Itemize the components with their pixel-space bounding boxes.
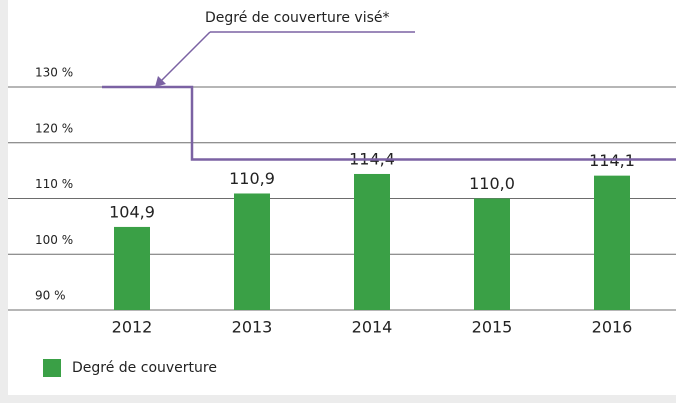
y-tick-label: 100 % [35, 233, 73, 247]
bar [474, 198, 510, 310]
annotation-arrow [157, 31, 211, 85]
x-tick-label: 2012 [112, 318, 153, 337]
bar [234, 193, 270, 310]
y-tick-label: 110 % [35, 177, 73, 191]
x-tick-label: 2015 [472, 318, 513, 337]
bar [354, 173, 390, 310]
arrow-head [155, 76, 166, 87]
y-tick-label: 120 % [35, 121, 73, 135]
panel [8, 0, 676, 395]
legend-swatch [43, 359, 61, 377]
value-label: 104,9 [109, 202, 155, 221]
y-tick-label: 90 % [35, 289, 66, 303]
legend-label: Degré de couverture [72, 360, 217, 376]
x-tick-label: 2014 [352, 318, 393, 337]
x-tick-label: 2013 [232, 318, 273, 337]
x-tick-label: 2016 [592, 318, 633, 337]
annotation: Degré de couverture visé* [205, 10, 390, 26]
target-line [102, 85, 676, 161]
y-tick-label: 130 % [35, 66, 73, 80]
bar [114, 226, 150, 310]
value-label: 110,0 [469, 174, 515, 193]
bar [594, 175, 630, 310]
value-label: 110,9 [229, 169, 275, 188]
